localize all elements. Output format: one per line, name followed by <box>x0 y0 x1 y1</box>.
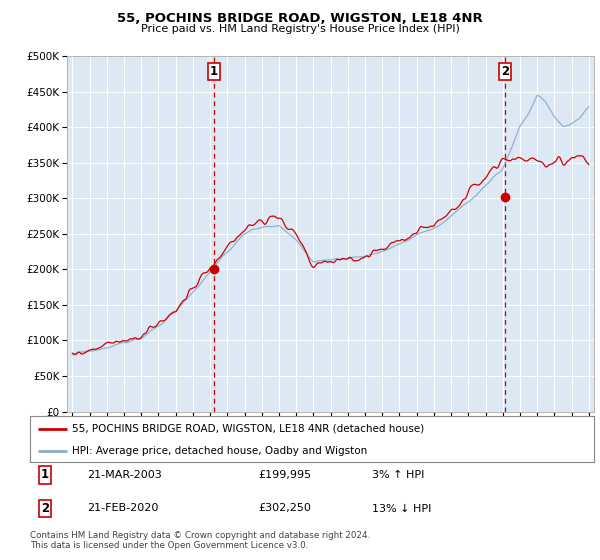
Text: HPI: Average price, detached house, Oadby and Wigston: HPI: Average price, detached house, Oadb… <box>73 446 368 456</box>
Text: 13% ↓ HPI: 13% ↓ HPI <box>372 503 431 514</box>
Text: 21-FEB-2020: 21-FEB-2020 <box>87 503 158 514</box>
Text: 2: 2 <box>501 65 509 78</box>
Text: Contains HM Land Registry data © Crown copyright and database right 2024.
This d: Contains HM Land Registry data © Crown c… <box>30 531 370 550</box>
Text: 55, POCHINS BRIDGE ROAD, WIGSTON, LE18 4NR (detached house): 55, POCHINS BRIDGE ROAD, WIGSTON, LE18 4… <box>73 424 425 434</box>
Text: 1: 1 <box>210 65 218 78</box>
Text: 55, POCHINS BRIDGE ROAD, WIGSTON, LE18 4NR: 55, POCHINS BRIDGE ROAD, WIGSTON, LE18 4… <box>117 12 483 25</box>
Text: £199,995: £199,995 <box>258 470 311 480</box>
Text: Price paid vs. HM Land Registry's House Price Index (HPI): Price paid vs. HM Land Registry's House … <box>140 24 460 34</box>
Text: £302,250: £302,250 <box>258 503 311 514</box>
Text: 21-MAR-2003: 21-MAR-2003 <box>87 470 162 480</box>
Text: 3% ↑ HPI: 3% ↑ HPI <box>372 470 424 480</box>
Text: 1: 1 <box>41 468 49 482</box>
Text: 2: 2 <box>41 502 49 515</box>
